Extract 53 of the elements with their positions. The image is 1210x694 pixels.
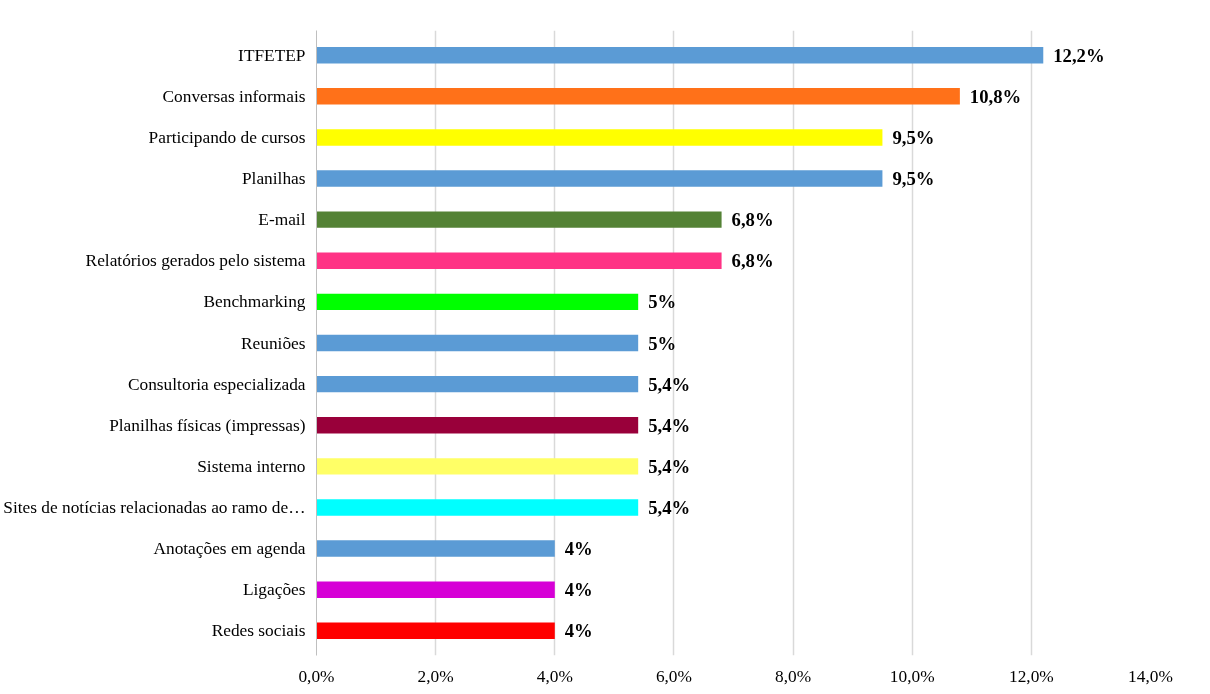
bar [316,211,722,228]
bar [316,581,555,598]
y-tick-label: Anotações em agenda [153,539,306,559]
x-tick-label: 8,0% [775,666,812,686]
data-label: 4% [564,579,593,601]
y-tick-label: Planilhas físicas (impressas) [109,415,306,435]
bar [316,458,639,475]
bar [316,622,555,640]
bar [316,499,639,516]
y-tick-label: Participando de cursos [148,127,306,147]
bar [316,252,722,269]
bar [316,88,960,105]
x-tick-label: 12,0% [1008,666,1054,686]
bar [316,46,1044,64]
y-tick-label: Conversas informais [162,86,306,106]
y-tick-label: Benchmarking [203,292,306,312]
bar [316,129,883,146]
data-label: 5,4% [648,455,691,477]
bar [316,334,639,352]
data-label: 10,8% [969,85,1022,107]
data-label: 4% [564,620,593,642]
y-tick-label: Planilhas [241,169,306,189]
y-tick-label: Sistema interno [197,456,306,476]
y-tick-label: Relatórios gerados pelo sistema [85,251,306,271]
data-label: 6,8% [731,250,774,272]
data-label: 5% [648,291,677,313]
data-label: 5% [648,332,677,354]
data-label: 9,5% [892,126,935,148]
data-label: 12,2% [1053,44,1105,66]
x-tick-label: 6,0% [655,666,692,686]
x-tick-label: 14,0% [1128,666,1173,686]
bar [316,417,639,434]
x-tick-label: 2,0% [417,666,454,686]
bar [316,375,639,393]
data-label: 6,8% [731,209,774,231]
y-tick-label: Consultoria especializada [127,374,306,394]
y-tick-label: ITFETEP [238,45,306,65]
y-tick-label: Sites de notícias relacionadas ao ramo de… [3,497,306,517]
data-label: 5,4% [648,373,691,395]
y-tick-label: Reuniões [241,333,306,353]
data-label: 9,5% [892,168,935,190]
bar [316,170,883,187]
data-label: 5,4% [648,414,691,436]
data-label: 5,4% [648,496,691,518]
y-tick-label: Redes sociais [211,621,306,641]
x-tick-label: 10,0% [889,666,935,686]
data-label: 4% [564,538,593,560]
bar [316,540,555,557]
bar [316,293,639,311]
x-tick-label: 4,0% [536,666,573,686]
y-tick-label: E-mail [258,210,306,230]
x-tick-label: 0,0% [298,666,335,686]
y-tick-label: Ligações [242,580,306,600]
